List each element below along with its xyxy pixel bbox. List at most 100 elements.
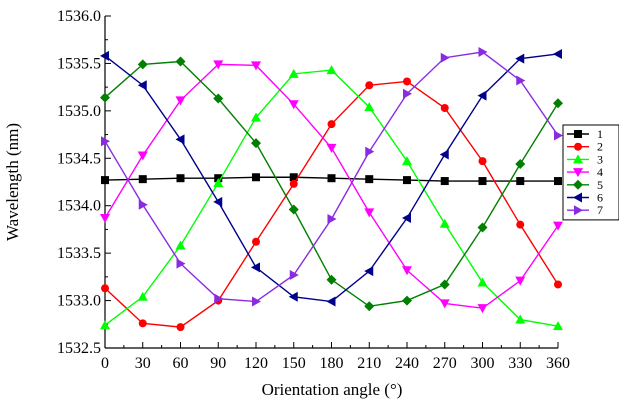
data-point <box>251 138 261 149</box>
data-point <box>100 50 109 61</box>
legend-marker <box>574 205 583 216</box>
legend-entry-6: 6 <box>567 191 603 205</box>
legend-entry-5: 5 <box>567 178 603 192</box>
data-point <box>553 98 563 109</box>
data-point <box>403 176 411 185</box>
data-point <box>439 279 450 290</box>
legend-entry-2: 2 <box>567 140 603 154</box>
data-point <box>365 175 374 184</box>
y-tick-label: 1535.0 <box>57 103 101 120</box>
data-point <box>176 323 185 332</box>
data-point <box>251 61 261 71</box>
x-tick-label: 150 <box>282 355 306 372</box>
data-point <box>213 93 224 104</box>
data-point <box>364 266 374 277</box>
data-point <box>440 52 450 63</box>
data-point <box>288 291 298 302</box>
y-tick-label: 1533.5 <box>57 245 101 262</box>
data-point <box>554 280 562 289</box>
data-point <box>403 77 411 86</box>
data-point <box>516 177 525 186</box>
x-tick-label: 180 <box>320 355 344 372</box>
legend-marker <box>574 130 582 138</box>
data-point <box>252 296 261 307</box>
legend-label: 7 <box>597 203 603 217</box>
series-4 <box>100 60 563 314</box>
data-point <box>402 213 411 224</box>
data-point <box>477 222 488 233</box>
series-line <box>104 63 559 309</box>
data-point <box>137 80 147 91</box>
legend-label: 6 <box>597 191 603 205</box>
data-point <box>402 266 412 276</box>
data-point <box>477 90 487 101</box>
series-5 <box>100 56 563 312</box>
legend-marker <box>573 192 582 203</box>
data-point <box>100 320 110 330</box>
data-point <box>478 157 487 166</box>
data-point <box>137 151 148 161</box>
data-point <box>176 258 186 269</box>
data-point <box>478 177 487 186</box>
x-axis-label: Orientation angle (°) <box>262 380 403 399</box>
data-point <box>553 48 562 59</box>
series-lines <box>100 47 563 332</box>
data-point <box>478 47 488 58</box>
legend-marker <box>573 168 583 178</box>
data-point <box>364 301 375 312</box>
y-tick-label: 1536.0 <box>57 8 101 25</box>
legend-label: 5 <box>597 178 603 192</box>
data-point <box>327 213 337 224</box>
legend-entry-1: 1 <box>567 127 603 141</box>
data-point <box>175 134 185 145</box>
data-point <box>289 269 299 280</box>
y-tick-label: 1534.0 <box>57 198 101 215</box>
data-point <box>101 136 110 147</box>
data-point <box>214 293 224 304</box>
data-point <box>326 65 337 75</box>
data-point <box>477 304 488 314</box>
data-point <box>440 104 449 113</box>
x-tick-label: 0 <box>101 355 109 372</box>
y-tick-label: 1535.5 <box>57 55 101 72</box>
series-line <box>104 69 559 327</box>
legend-entry-4: 4 <box>567 165 603 179</box>
data-point <box>554 177 562 186</box>
legend-marker <box>573 179 583 190</box>
series-6 <box>100 48 562 307</box>
data-point <box>515 158 526 169</box>
legend-label: 3 <box>597 152 603 166</box>
data-point <box>252 173 260 182</box>
data-point <box>138 199 148 210</box>
x-tick-label: 330 <box>508 355 532 372</box>
data-point <box>288 204 299 215</box>
y-tick-label: 1533.0 <box>57 293 101 310</box>
data-point <box>516 220 525 229</box>
x-tick-label: 90 <box>210 355 226 372</box>
data-point <box>364 102 375 112</box>
data-point <box>137 59 148 70</box>
data-point <box>175 96 186 106</box>
x-tick-label: 60 <box>173 355 189 372</box>
data-point <box>403 88 412 99</box>
data-point <box>326 143 337 153</box>
series-7 <box>101 47 563 307</box>
data-point <box>439 149 449 160</box>
data-point <box>402 156 412 166</box>
data-point <box>364 208 375 218</box>
data-point <box>516 75 526 86</box>
data-point <box>175 240 186 250</box>
data-point <box>326 274 337 285</box>
legend-entry-7: 7 <box>567 203 603 217</box>
x-tick-label: 300 <box>471 355 495 372</box>
data-point <box>439 218 450 228</box>
legend-marker <box>573 154 583 164</box>
data-point <box>100 214 110 224</box>
data-point <box>101 284 109 293</box>
y-axis-label: Wavelength (nm) <box>3 123 22 241</box>
series-line <box>104 60 559 307</box>
data-point <box>553 221 563 231</box>
data-point <box>138 175 147 184</box>
